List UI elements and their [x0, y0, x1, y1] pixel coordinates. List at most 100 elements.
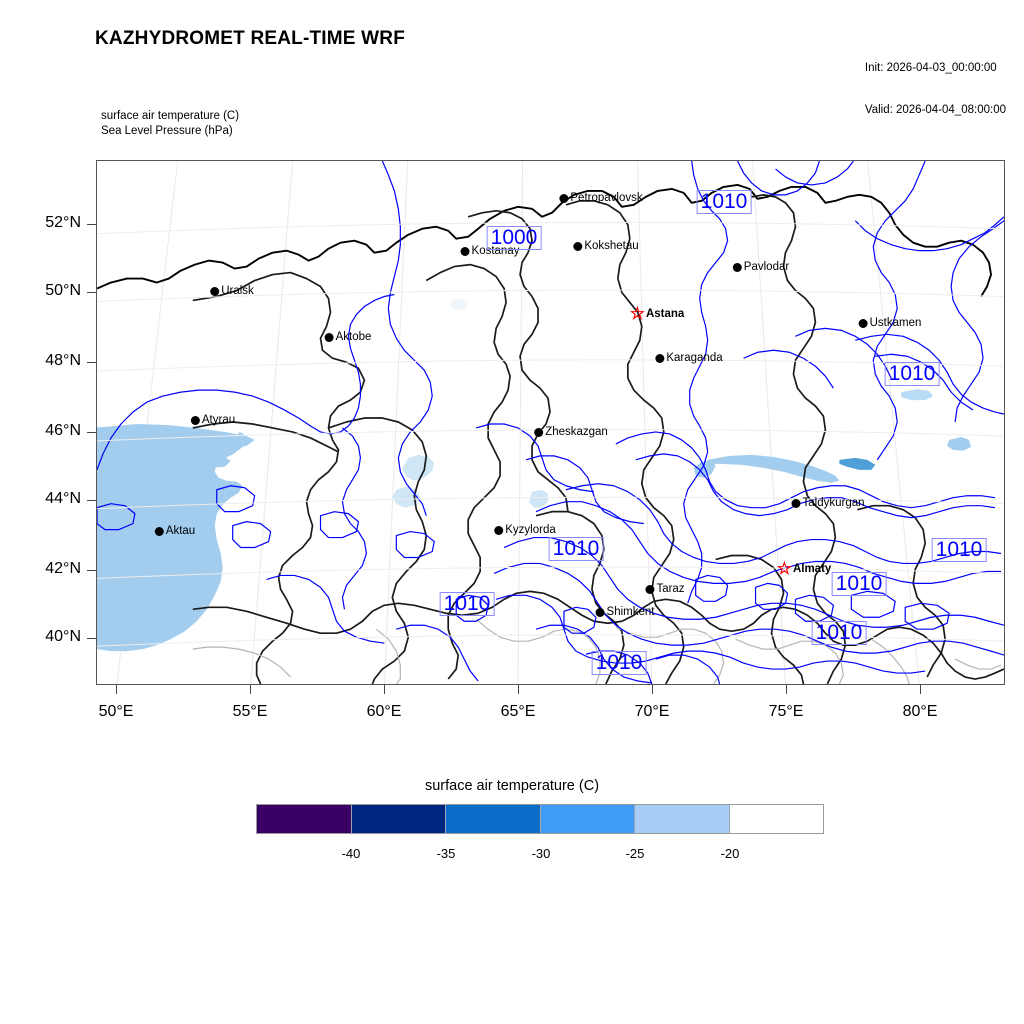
- isobar-label: 1010: [884, 362, 940, 386]
- lon-tick-50: [116, 685, 118, 694]
- city-label: Ustkamen: [869, 317, 922, 329]
- lon-tick-80: [920, 685, 922, 694]
- city-dot-icon: [534, 427, 544, 437]
- city-marker-astana[interactable]: ☆ Astana: [629, 304, 685, 323]
- colorbar-tick--40: -40: [341, 846, 361, 861]
- meridian-65: [517, 161, 524, 684]
- colorbar-tick--25: -25: [625, 846, 645, 861]
- colorbar-segment-4: [635, 805, 730, 833]
- city-label: Kyzylorda: [505, 524, 556, 536]
- city-label: Almaty: [792, 563, 832, 575]
- parallel-48: [97, 359, 1004, 372]
- isobar-label: 1010: [548, 537, 604, 561]
- city-label: Karaganda: [666, 352, 723, 364]
- parallel-46: [97, 429, 1004, 442]
- city-label: Astana: [645, 308, 685, 320]
- city-dot-icon: [791, 498, 801, 508]
- city-marker-kokshetau[interactable]: Kokshetau: [573, 240, 639, 252]
- lon-label-50: 50°E: [98, 703, 134, 720]
- lon-tick-55: [250, 685, 252, 694]
- colorbar-tick--30: -30: [531, 846, 551, 861]
- colorbar-title: surface air temperature (C): [424, 778, 600, 794]
- map-panel[interactable]: Petropavlovsk Kostanay Kokshetau Pavlodar Ur…: [96, 160, 1005, 685]
- colorbar-segment-1: [351, 805, 446, 833]
- city-label: Petropavlovsk: [570, 192, 643, 204]
- lon-tick-75: [786, 685, 788, 694]
- isobar-label: 1010: [831, 572, 887, 596]
- meridian-55: [250, 161, 294, 684]
- city-dot-icon: [559, 193, 569, 203]
- city-marker-atyrau[interactable]: Atyrau: [190, 414, 235, 426]
- graticule-overlay: [97, 221, 1004, 647]
- capital-star-icon: ☆: [629, 304, 645, 323]
- map-canvas: [97, 161, 1004, 684]
- country-borders: [97, 183, 992, 297]
- city-dot-icon: [324, 332, 334, 342]
- city-dot-icon: [210, 286, 220, 296]
- model-run-info: Init: 2026-04-03_00:00:00 Valid: 2026-04…: [865, 33, 1006, 145]
- city-label: Zheskazgan: [545, 426, 608, 438]
- city-marker-ustkamen[interactable]: Ustkamen: [858, 317, 922, 329]
- city-dot-icon: [655, 353, 665, 363]
- meridian-75: [752, 161, 786, 684]
- lat-tick-44: [87, 500, 96, 502]
- city-dot-icon: [190, 415, 200, 425]
- city-label: Shimkent: [606, 606, 655, 618]
- page-title: KAZHYDROMET REAL-TIME WRF: [95, 28, 406, 49]
- city-marker-almaty[interactable]: ☆ Almaty: [776, 559, 832, 578]
- city-marker-kyzylorda[interactable]: Kyzylorda: [494, 524, 556, 536]
- city-marker-shimkent[interactable]: Shimkent: [595, 606, 655, 618]
- city-label: Pavlodar: [743, 261, 790, 273]
- city-marker-taraz[interactable]: Taraz: [645, 583, 685, 595]
- city-dot-icon: [460, 246, 470, 256]
- city-marker-taldykurgan[interactable]: Taldykurgan: [791, 497, 865, 509]
- city-label: Aktobe: [335, 331, 372, 343]
- city-dot-icon: [154, 526, 164, 536]
- lat-label-46: 46°N: [45, 422, 81, 439]
- isobar-label: 1010: [811, 621, 867, 645]
- neighboring-country-borders: [192, 618, 1002, 684]
- city-marker-aktau[interactable]: Aktau: [154, 525, 195, 537]
- colorbar-tick--20: -20: [720, 846, 740, 861]
- city-label: Kostanay: [471, 245, 520, 257]
- isobar-label: 1010: [591, 651, 647, 675]
- city-marker-petropavlovsk[interactable]: Petropavlovsk: [559, 192, 643, 204]
- city-marker-pavlodar[interactable]: Pavlodar: [732, 261, 790, 273]
- water-bodies: [97, 298, 972, 652]
- city-dot-icon: [494, 525, 504, 535]
- lon-label-80: 80°E: [902, 703, 938, 720]
- init-time-label: Init: 2026-04-03_00:00:00: [864, 62, 997, 74]
- city-marker-kostanay[interactable]: Kostanay: [460, 245, 520, 257]
- lat-tick-40: [87, 638, 96, 640]
- valid-time-label: Valid: 2026-04-04_08:00:00: [864, 104, 1006, 116]
- parallel-40: [97, 634, 1004, 647]
- colorbar-segment-5: [729, 805, 823, 833]
- lat-label-48: 48°N: [45, 352, 81, 369]
- lat-tick-50: [87, 292, 96, 294]
- isobar-label: 1000: [486, 226, 542, 250]
- lon-tick-70: [652, 685, 654, 694]
- city-marker-uralsk[interactable]: Uralsk: [210, 285, 254, 297]
- city-marker-zheskazgan[interactable]: Zheskazgan: [534, 426, 608, 438]
- field-caption: surface air temperature (C) Sea Level Pr…: [101, 109, 239, 138]
- caption-line-pressure: Sea Level Pressure (hPa): [101, 124, 233, 137]
- city-marker-karaganda[interactable]: Karaganda: [655, 352, 723, 364]
- city-label: Taraz: [656, 583, 685, 595]
- lat-label-50: 50°N: [45, 282, 81, 299]
- isobar-label: 1010: [931, 538, 987, 562]
- colorbar-segment-0: [257, 805, 352, 833]
- lon-label-55: 55°E: [232, 703, 268, 720]
- lat-tick-46: [87, 432, 96, 434]
- meridian-80: [867, 161, 920, 684]
- city-label: Kokshetau: [584, 240, 639, 252]
- city-dot-icon: [858, 318, 868, 328]
- lon-tick-65: [518, 685, 520, 694]
- isobar-label: 1010: [439, 592, 495, 616]
- capital-star-icon: ☆: [776, 559, 792, 578]
- city-marker-aktobe[interactable]: Aktobe: [324, 331, 372, 343]
- administrative-borders: [192, 194, 1004, 684]
- lon-label-65: 65°E: [500, 703, 536, 720]
- parallel-52: [97, 221, 1004, 235]
- colorbar[interactable]: [256, 804, 824, 834]
